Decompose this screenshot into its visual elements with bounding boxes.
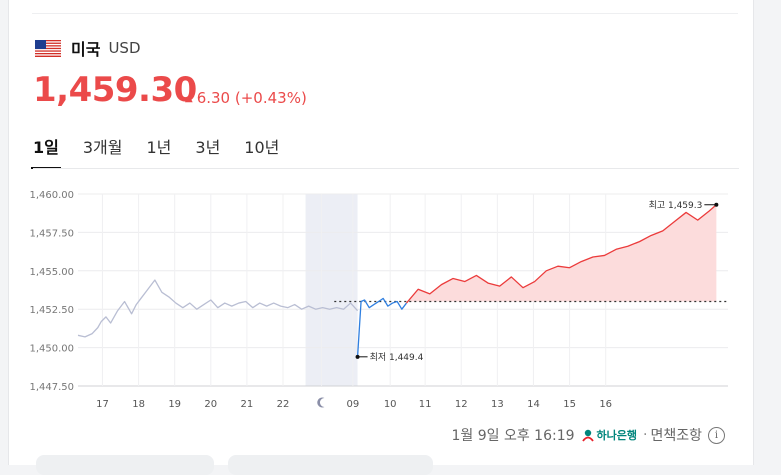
series-line-down: [356, 297, 408, 357]
x-tick-label: 18: [132, 399, 145, 410]
tabs-divider: [33, 168, 739, 169]
x-tick-label: 22: [277, 399, 290, 410]
bank-source[interactable]: 하나은행: [581, 427, 637, 443]
rate-change: ▲ 6.30 (+0.43%): [185, 89, 307, 107]
x-tick-label: 12: [455, 399, 468, 410]
separator-dot: ·: [643, 427, 648, 443]
tab-period-3[interactable]: 3년: [195, 138, 221, 157]
tab-period-4[interactable]: 10년: [244, 138, 280, 157]
x-tick-label: 15: [563, 399, 576, 410]
y-tick-label: 1,452.50: [29, 305, 74, 316]
currency-code: USD: [108, 39, 141, 57]
x-tick-label: 14: [527, 399, 540, 410]
x-tick-label: 20: [204, 399, 217, 410]
info-icon[interactable]: i: [708, 426, 725, 444]
x-tick-label: 16: [599, 399, 612, 410]
y-tick-label: 1,450.00: [29, 344, 74, 355]
y-tick-label: 1,447.50: [29, 382, 74, 393]
series-line-up: [405, 204, 717, 304]
bank-name: 하나은행: [596, 429, 638, 442]
divider: [32, 13, 738, 14]
x-tick-label: 17: [96, 399, 109, 410]
tab-period-2[interactable]: 1년: [146, 138, 172, 157]
y-tick-label: 1,455.00: [29, 267, 74, 278]
rate-change-text: 6.30 (+0.43%): [196, 89, 307, 107]
exchange-rate-chart: 1,460.00 1,457.50 1,455.00 1,452.50 1,450.00…: [29, 190, 728, 410]
chart-footer: 1월 9일 오후 16:19 하나은행 · 면책조항 i: [451, 425, 725, 445]
x-tick-label: 11: [419, 399, 432, 410]
disclaimer-link[interactable]: 면책조항: [650, 428, 702, 444]
hana-bank-logo-icon: [581, 429, 594, 442]
x-tick-label: 13: [491, 399, 504, 410]
up-arrow-icon: ▲: [185, 92, 193, 104]
exchange-rate-value: 1,459.30: [33, 70, 197, 110]
low-label: 최저 1,449.4: [370, 352, 424, 363]
series-line-overnight: [77, 279, 359, 338]
country-name: 미국: [71, 40, 101, 59]
currency-header: 미국 USD: [35, 38, 141, 59]
night-band: [305, 194, 358, 386]
high-label: 최고 1,459.3: [649, 200, 703, 211]
up-area-fill: [406, 204, 717, 304]
x-tick-label: 19: [168, 399, 181, 410]
x-tick-label: 10: [384, 399, 397, 410]
us-flag-icon: [35, 39, 61, 57]
x-tick-label: 09: [347, 399, 360, 410]
x-tick-label: 21: [241, 399, 254, 410]
moon-icon: [317, 397, 325, 408]
tab-period-1[interactable]: 3개월: [82, 138, 123, 157]
y-tick-label: 1,460.00: [29, 190, 74, 201]
update-timestamp: 1월 9일 오후 16:19: [451, 428, 575, 444]
y-tick-label: 1,457.50: [29, 228, 74, 239]
period-tabs: 1일 3개월 1년 3년 10년: [31, 132, 303, 169]
